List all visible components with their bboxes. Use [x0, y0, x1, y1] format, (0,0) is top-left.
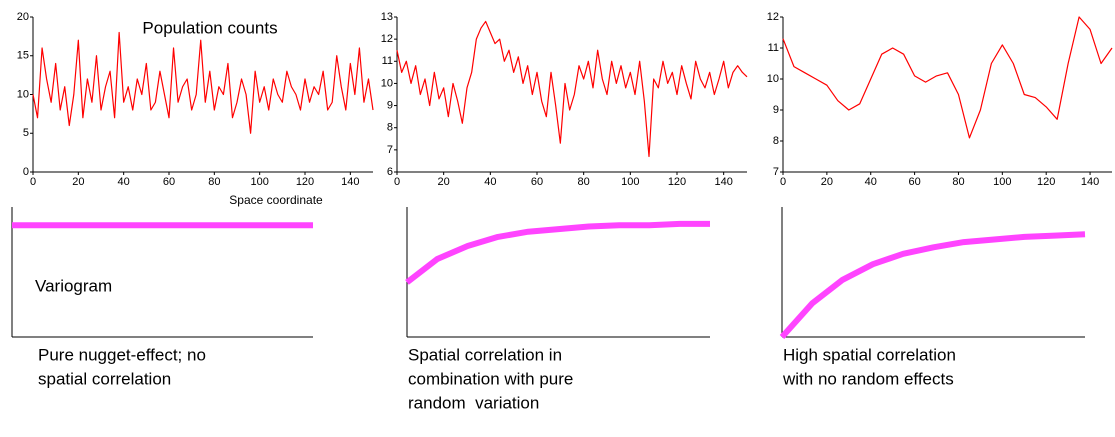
x-tick-label: 20: [821, 176, 833, 188]
x-tick-label: 80: [208, 176, 220, 188]
y-tick-label: 7: [387, 144, 393, 156]
x-tick-label: 100: [250, 176, 268, 188]
x-tick-label: 40: [865, 176, 877, 188]
y-tick-label: 12: [381, 33, 393, 45]
y-tick-label: 11: [768, 42, 779, 54]
x-tick-label: 0: [30, 176, 36, 188]
x-tick-label: 0: [394, 176, 400, 188]
x-tick-label: 120: [1037, 176, 1055, 188]
data-line: [405, 220, 710, 285]
x-tick-label: 20: [438, 176, 450, 188]
data-line: [782, 16, 1113, 139]
y-tick-label: 8: [773, 135, 779, 147]
chart-title: Population counts: [142, 18, 277, 37]
y-tick-label: 11: [382, 55, 393, 67]
y-tick-label: 7: [773, 166, 779, 178]
x-tick-label: 120: [296, 176, 314, 188]
x-tick-label: 140: [341, 176, 359, 188]
x-tick-label: 100: [621, 176, 639, 188]
x-tick-label: 100: [993, 176, 1011, 188]
x-tick-label: 0: [780, 176, 786, 188]
y-tick-label: 10: [17, 88, 29, 100]
data-line: [779, 231, 1086, 340]
caption: Pure nugget-effect; no: [38, 345, 206, 364]
x-tick-label: 40: [484, 176, 496, 188]
caption: spatial correlation: [38, 369, 171, 388]
x-tick-label: 80: [578, 176, 590, 188]
data-line: [396, 20, 748, 158]
data-line: [32, 31, 374, 134]
y-tick-label: 13: [381, 11, 393, 23]
x-tick-label: 20: [72, 176, 84, 188]
y-tick-label: 12: [767, 11, 779, 23]
x-tick-label: 40: [118, 176, 130, 188]
y-tick-label: 8: [387, 122, 393, 134]
x-tick-label: 120: [668, 176, 686, 188]
x-tick-label: 140: [714, 176, 732, 188]
y-tick-label: 10: [381, 77, 393, 89]
y-tick-label: 0: [23, 166, 29, 178]
x-axis-label: Space coordinate: [229, 193, 323, 207]
y-tick-label: 5: [23, 127, 29, 139]
y-tick-label: 9: [773, 104, 779, 116]
y-tick-label: 9: [387, 99, 393, 111]
annotation: Variogram: [35, 276, 112, 295]
x-tick-label: 60: [163, 176, 175, 188]
caption: Spatial correlation in: [408, 345, 562, 364]
x-tick-label: 60: [908, 176, 920, 188]
x-tick-label: 80: [952, 176, 964, 188]
caption: combination with pure: [408, 369, 573, 388]
caption: High spatial correlation: [783, 345, 956, 364]
x-tick-label: 60: [531, 176, 543, 188]
y-tick-label: 6: [387, 166, 393, 178]
caption: random variation: [408, 393, 539, 412]
x-tick-label: 140: [1081, 176, 1099, 188]
y-tick-label: 20: [17, 11, 29, 23]
y-tick-label: 10: [767, 73, 779, 85]
y-tick-label: 15: [17, 50, 29, 62]
caption: with no random effects: [782, 369, 954, 388]
